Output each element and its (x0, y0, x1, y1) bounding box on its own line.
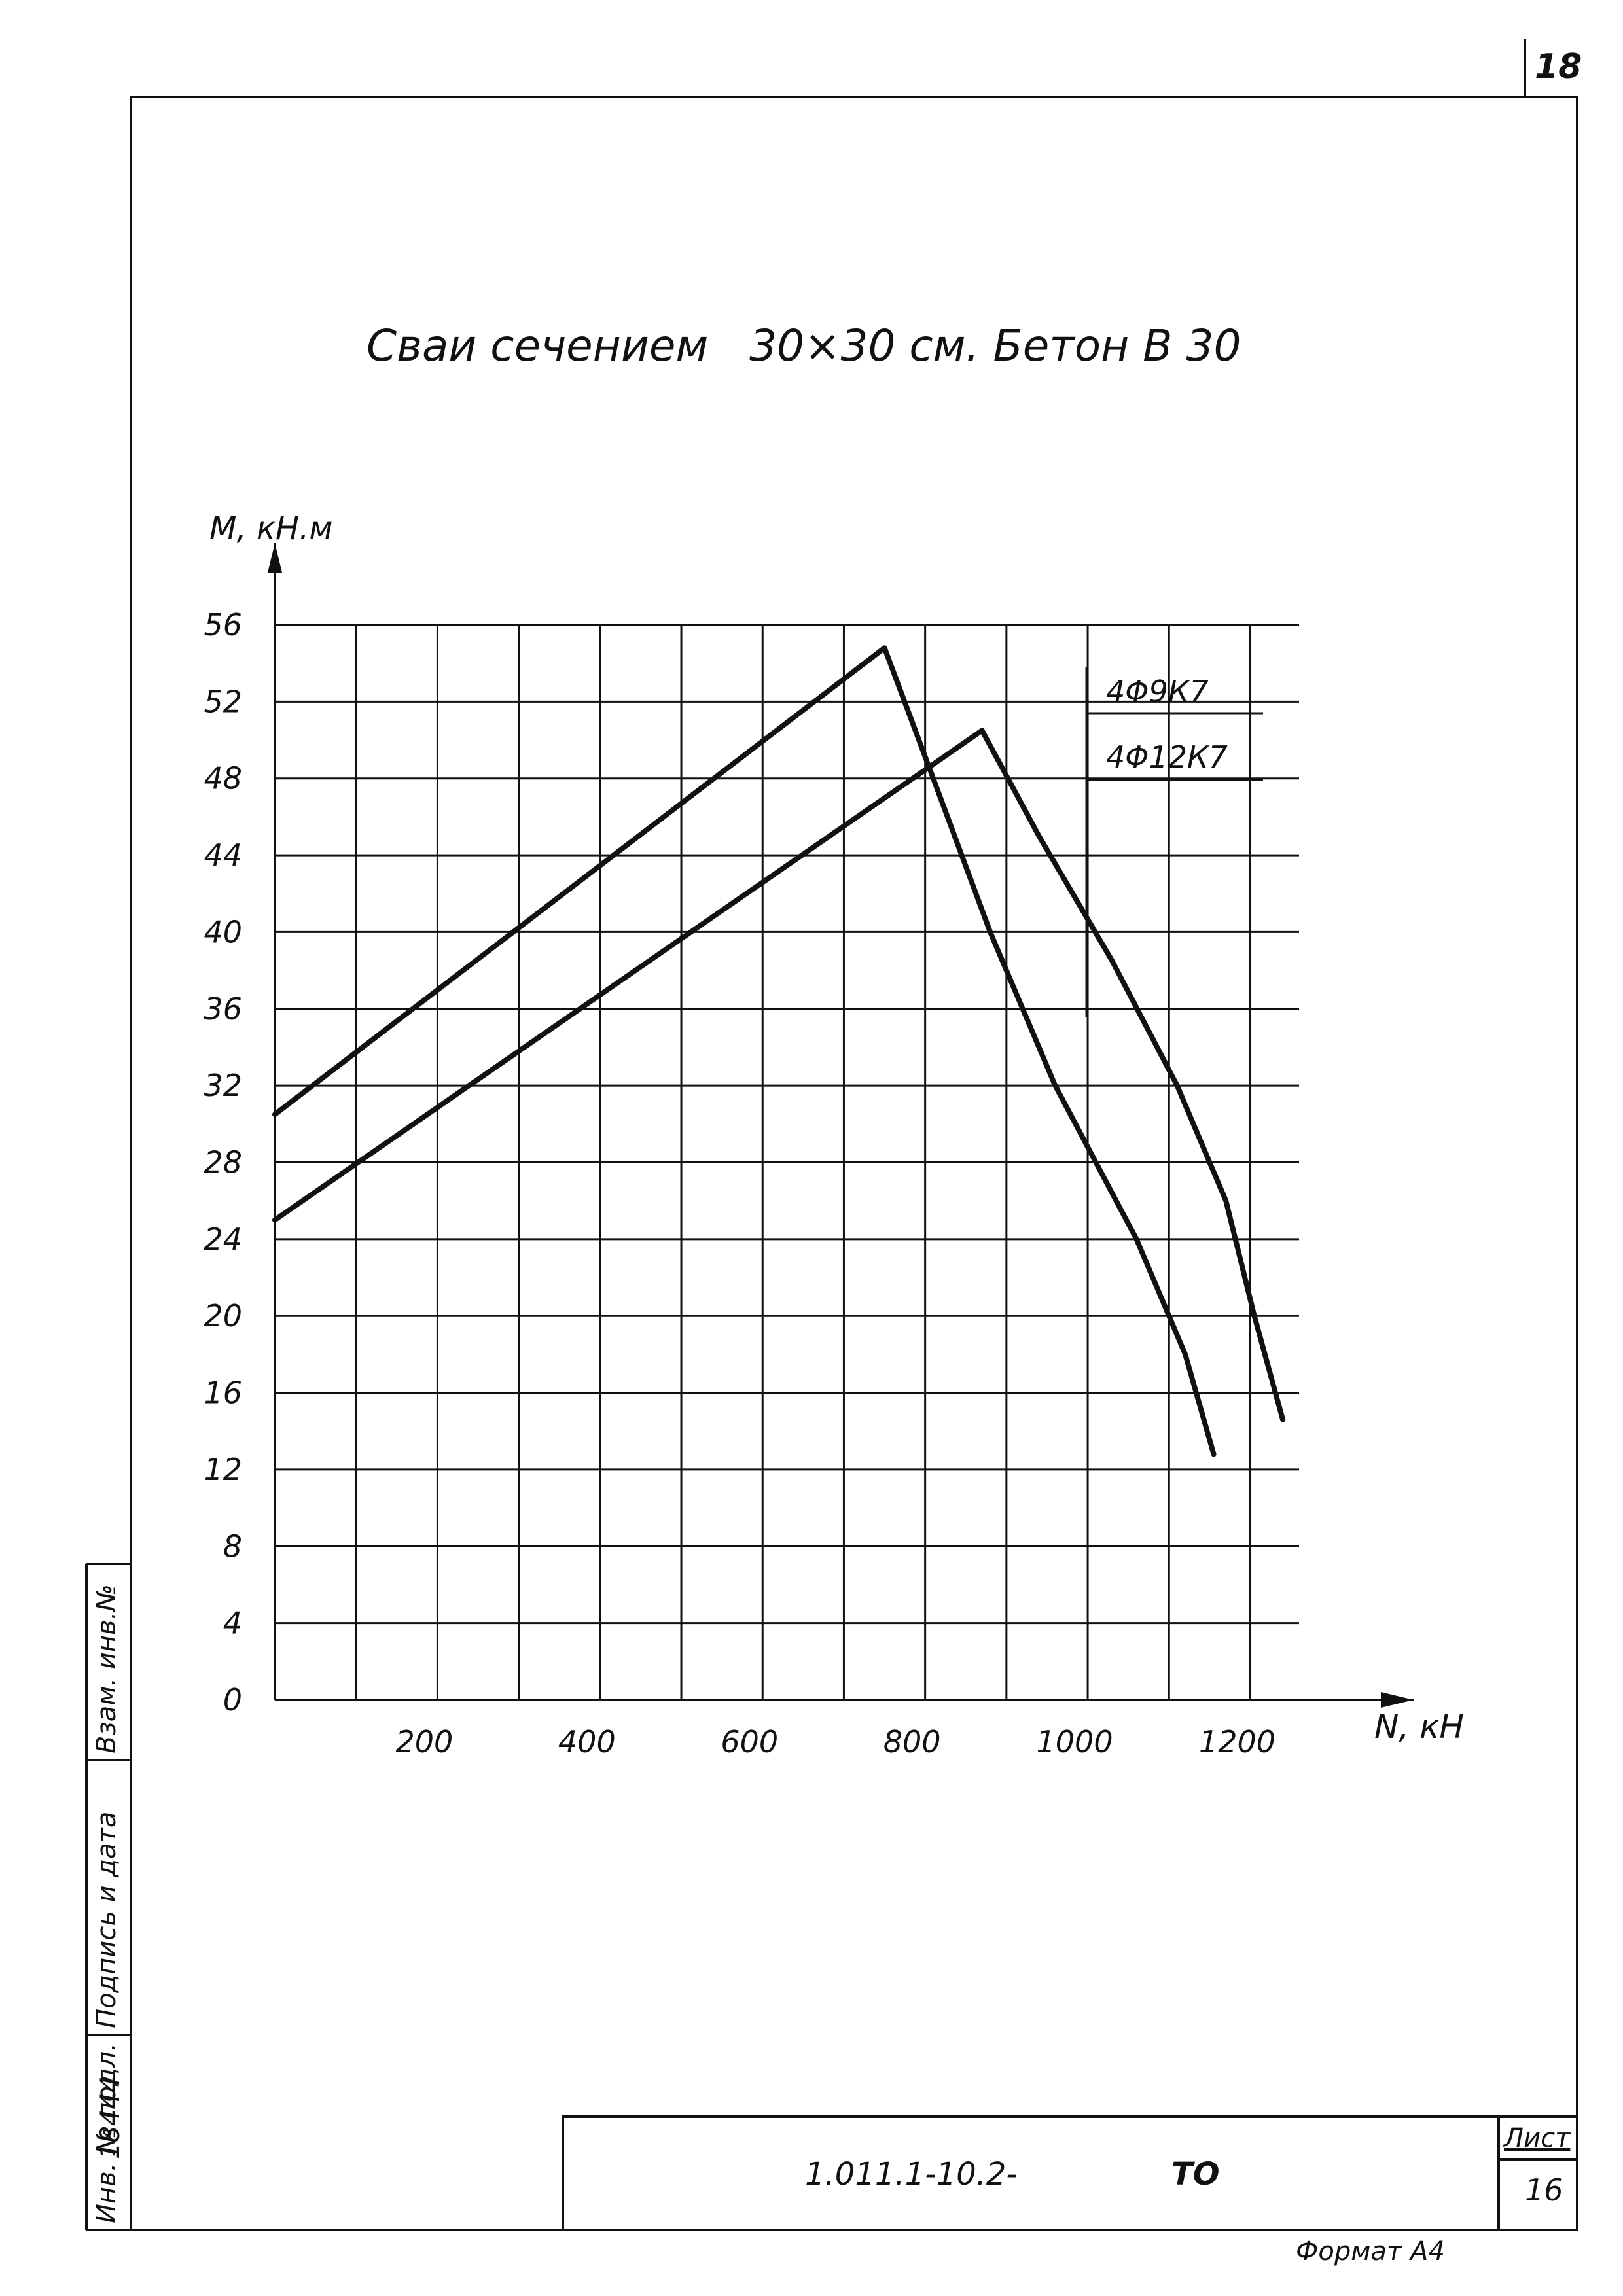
document-designation: 1.011.1-10.2- (805, 2156, 1018, 2193)
x-tick-label: 600 (721, 1724, 778, 1759)
x-axis-label: N, кН (1374, 1708, 1464, 1746)
side-stamp-inv-orig-value: 18444 (96, 2075, 126, 2159)
y-tick-label: 24 (204, 1222, 242, 1257)
y-tick-label: 40 (204, 914, 242, 949)
y-tick-label: 52 (204, 684, 242, 719)
format-label: Формат А4 (1296, 2236, 1445, 2267)
legend-label-series-2: 4Φ12К7 (1106, 739, 1228, 775)
y-tick-label: 32 (204, 1068, 242, 1103)
chart-title: Сваи сечением 30×30 см. Бетон В 30 (366, 321, 1241, 371)
page-number: 18 (1535, 47, 1582, 86)
side-stamp-replace-label: Взам. инв.№ (92, 1584, 122, 1754)
x-tick-label: 1000 (1037, 1724, 1113, 1759)
side-stamp-frame (85, 1563, 131, 2231)
y-tick-label: 48 (204, 761, 242, 796)
series-line-2 (272, 728, 1286, 1422)
y-tick-label: 44 (204, 838, 242, 873)
document-code: ТО (1171, 2156, 1220, 2193)
y-tick-label: 28 (204, 1145, 242, 1180)
x-tick-label: 800 (883, 1724, 941, 1759)
y-axis-label: M, кН.м (209, 510, 333, 547)
y-tick-label: 12 (204, 1452, 242, 1487)
x-axis-arrow (1381, 1692, 1414, 1708)
legend-label-series-1: 4Φ9К7 (1106, 674, 1209, 709)
sheet-label: Лист (1504, 2123, 1571, 2153)
y-tick-label: 16 (204, 1375, 242, 1411)
y-tick-label: 0 (223, 1682, 242, 1718)
sheet-number: 16 (1525, 2172, 1563, 2208)
y-tick-label: 8 (223, 1528, 242, 1564)
x-tick-label: 200 (396, 1724, 454, 1759)
y-tick-label: 20 (204, 1298, 242, 1333)
y-axis-arrow (268, 543, 282, 573)
x-tick-label: 400 (558, 1724, 616, 1759)
y-tick-label: 36 (204, 991, 242, 1027)
y-tick-label: 56 (204, 607, 242, 643)
series-line-1 (272, 645, 1217, 1457)
title-block-frame (562, 2115, 1578, 2231)
side-stamp-signature-label: Подпись и дата (92, 1811, 122, 2028)
x-tick-label: 1200 (1199, 1724, 1275, 1759)
y-tick-label: 4 (223, 1606, 242, 1641)
